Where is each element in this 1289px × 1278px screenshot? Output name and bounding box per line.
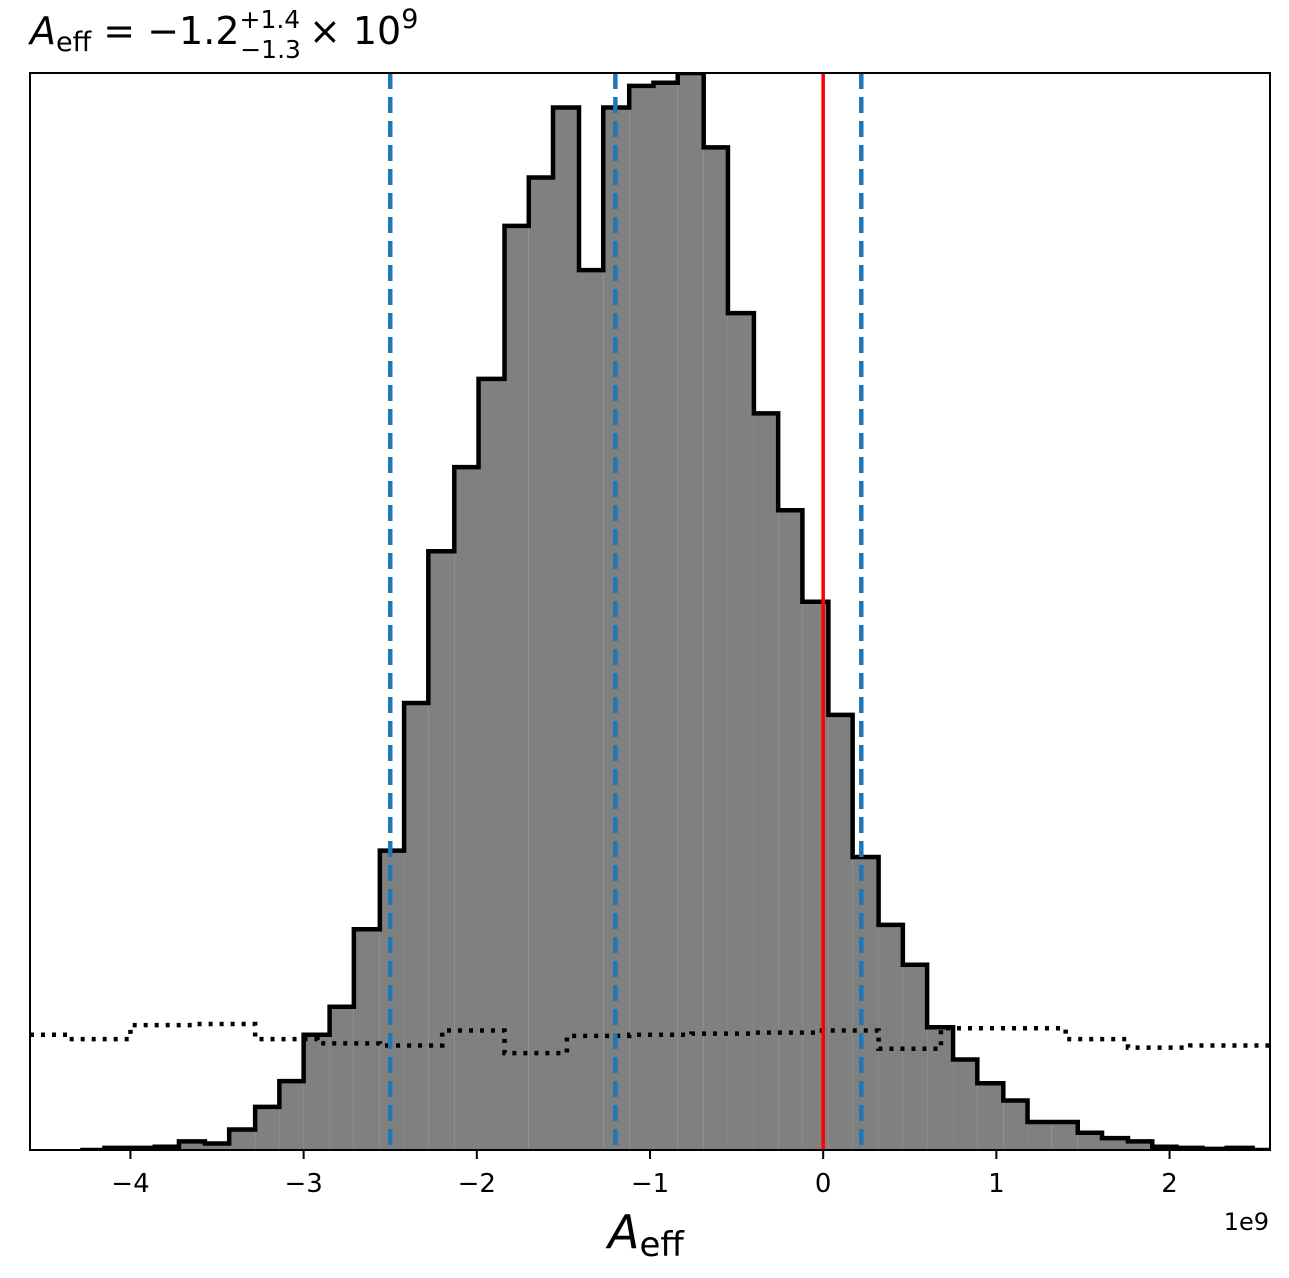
posterior-bar xyxy=(279,1081,304,1150)
x-axis-label: Aeff xyxy=(605,1205,685,1265)
posterior-bar xyxy=(1027,1121,1052,1150)
title-lower-error: −1.3 xyxy=(240,35,301,64)
posterior-bar xyxy=(828,714,853,1150)
chart-title: Aeff = −1.2+1.4 −1.3 × 109 xyxy=(27,4,418,64)
posterior-bar xyxy=(1077,1132,1103,1150)
posterior-bar xyxy=(653,82,678,1150)
posterior-bar xyxy=(778,510,803,1150)
posterior-bar xyxy=(504,225,529,1150)
posterior-bar xyxy=(303,1034,330,1150)
posterior-bar xyxy=(178,1141,205,1150)
posterior-bar xyxy=(1051,1121,1078,1150)
title-symbol-subscript: eff xyxy=(56,27,93,58)
x-tick-label: −2 xyxy=(458,1169,496,1199)
title-upper-error: +1.4 xyxy=(240,5,301,34)
posterior-bar xyxy=(353,929,380,1150)
posterior-histogram xyxy=(80,73,1270,1150)
posterior-bar xyxy=(528,177,554,1150)
posterior-bar xyxy=(902,964,928,1150)
x-axis-label-symbol: A xyxy=(605,1205,639,1259)
x-tick-label: 0 xyxy=(815,1169,832,1199)
title-value: = −1.2 xyxy=(91,9,239,53)
title-symbol: A xyxy=(27,9,56,53)
prior-histogram xyxy=(30,1021,1270,1056)
posterior-bar xyxy=(404,703,429,1150)
posterior-bar xyxy=(329,1006,354,1150)
posterior-bar xyxy=(677,73,704,1150)
posterior-bar xyxy=(1102,1138,1128,1150)
posterior-bar xyxy=(1003,1100,1028,1150)
posterior-bar xyxy=(703,147,728,1150)
posterior-bar xyxy=(878,924,903,1150)
posterior-bar xyxy=(852,857,879,1150)
x-axis-offset-label: 1e9 xyxy=(1224,1208,1269,1236)
x-axis-label-subscript: eff xyxy=(639,1225,685,1265)
posterior-bar xyxy=(727,313,754,1150)
posterior-bar xyxy=(629,85,654,1150)
title-multiplier: × 10 xyxy=(309,9,401,53)
posterior-bar xyxy=(229,1129,256,1150)
posterior-bar xyxy=(977,1083,1004,1150)
posterior-bar xyxy=(204,1143,230,1150)
posterior-bar xyxy=(255,1106,280,1150)
prior-outline xyxy=(30,1021,1270,1056)
posterior-bar xyxy=(927,1027,954,1150)
x-tick-label: 1 xyxy=(988,1169,1005,1199)
reference-lines xyxy=(387,73,864,1150)
x-tick-label: −1 xyxy=(631,1169,669,1199)
posterior-bar xyxy=(428,551,455,1150)
title-exponent: 9 xyxy=(401,4,418,35)
x-tick-label: −4 xyxy=(111,1169,149,1199)
x-axis: −4 −3 −2 −1 0 1 2 xyxy=(111,1150,1178,1199)
posterior-outline xyxy=(80,73,1270,1150)
x-tick-label: 2 xyxy=(1161,1169,1178,1199)
posterior-bar xyxy=(553,107,579,1150)
x-tick-label: −3 xyxy=(284,1169,322,1199)
posterior-bar xyxy=(953,1059,978,1150)
posterior-bar xyxy=(753,413,779,1150)
posterior-bar xyxy=(454,467,479,1150)
posterior-bar xyxy=(1127,1141,1153,1150)
posterior-bar xyxy=(578,270,604,1150)
posterior-bar xyxy=(478,378,505,1150)
